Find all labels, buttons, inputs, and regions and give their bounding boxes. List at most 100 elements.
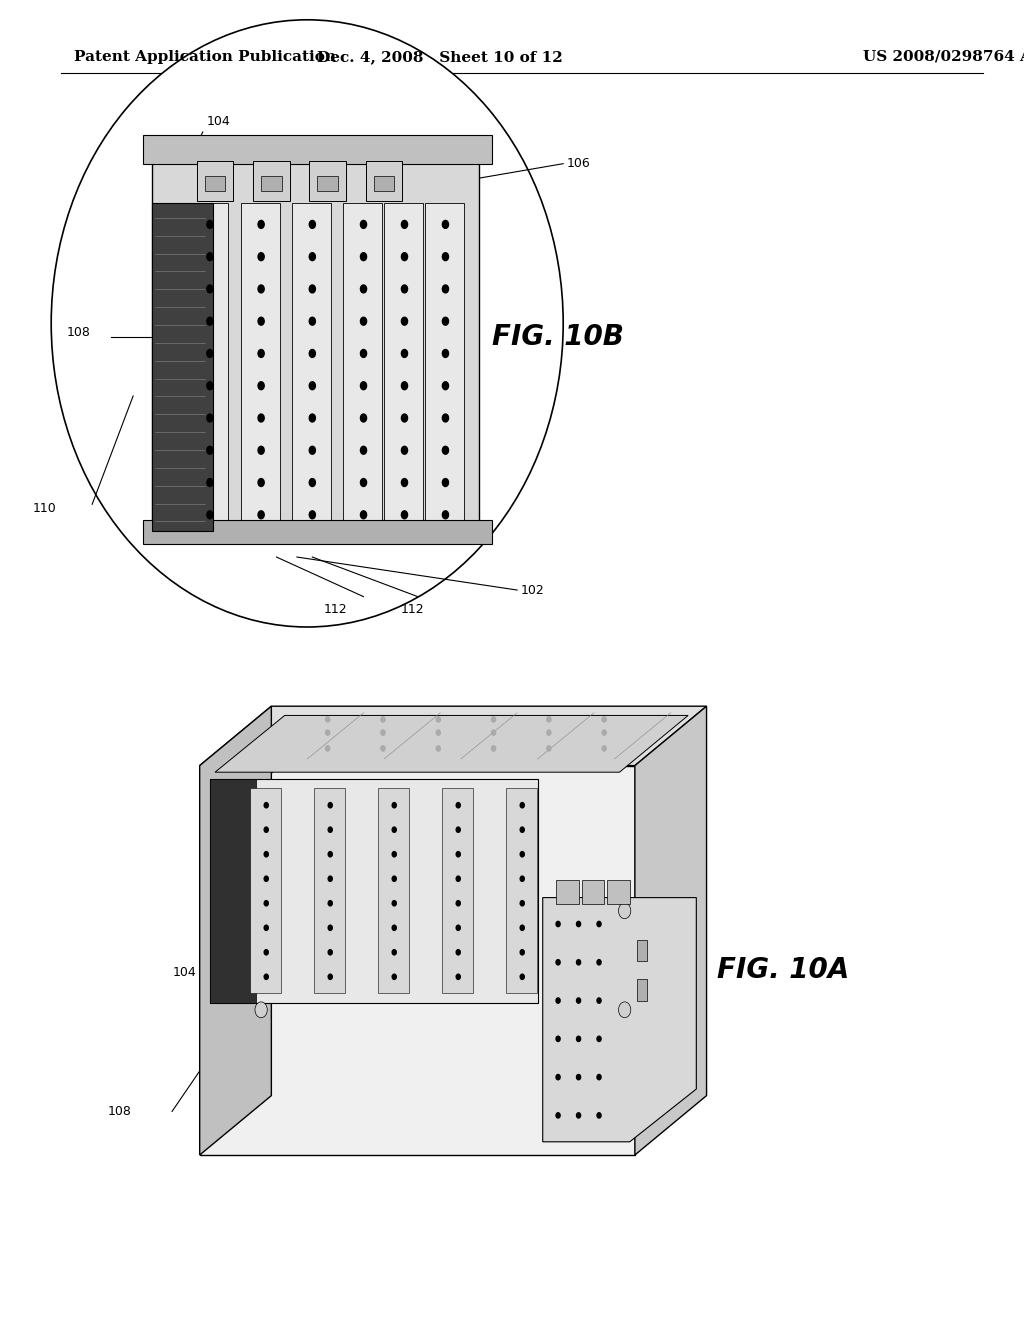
Circle shape [309, 414, 315, 422]
Circle shape [442, 479, 449, 487]
Circle shape [602, 746, 606, 751]
Circle shape [264, 876, 268, 882]
Circle shape [556, 921, 560, 927]
Polygon shape [215, 715, 688, 772]
Circle shape [457, 974, 461, 979]
Circle shape [618, 903, 631, 919]
Circle shape [207, 446, 213, 454]
Circle shape [381, 746, 385, 751]
Bar [506, 788, 537, 993]
Circle shape [520, 949, 524, 954]
Circle shape [328, 851, 332, 857]
Circle shape [207, 317, 213, 325]
Bar [210, 779, 538, 1003]
Polygon shape [200, 706, 707, 766]
Circle shape [401, 350, 408, 358]
Circle shape [457, 949, 461, 954]
Circle shape [255, 903, 267, 919]
Circle shape [264, 851, 268, 857]
Circle shape [258, 285, 264, 293]
Circle shape [392, 828, 396, 833]
Circle shape [381, 717, 385, 722]
Circle shape [207, 252, 213, 260]
Circle shape [401, 285, 408, 293]
Circle shape [326, 746, 330, 751]
Circle shape [309, 285, 315, 293]
Circle shape [597, 1036, 601, 1041]
Text: FIG. 10A: FIG. 10A [717, 956, 849, 985]
Bar [343, 203, 382, 531]
Circle shape [618, 1002, 631, 1018]
Circle shape [556, 960, 560, 965]
Circle shape [258, 252, 264, 260]
Circle shape [328, 974, 332, 979]
Text: 108: 108 [67, 326, 90, 339]
Circle shape [392, 949, 396, 954]
Bar [317, 176, 338, 191]
Circle shape [597, 1113, 601, 1118]
Circle shape [360, 414, 367, 422]
Circle shape [258, 511, 264, 519]
Circle shape [520, 925, 524, 931]
Circle shape [207, 350, 213, 358]
Circle shape [309, 220, 315, 228]
Bar [143, 520, 492, 544]
Circle shape [547, 730, 551, 735]
Text: 102: 102 [634, 1092, 657, 1105]
Circle shape [547, 717, 551, 722]
Circle shape [328, 876, 332, 882]
Bar [582, 880, 604, 904]
Text: 104: 104 [207, 115, 230, 128]
Circle shape [309, 511, 315, 519]
Circle shape [258, 381, 264, 389]
Circle shape [360, 511, 367, 519]
Circle shape [401, 479, 408, 487]
Circle shape [556, 1074, 560, 1080]
Circle shape [264, 828, 268, 833]
Bar [189, 203, 228, 531]
Circle shape [401, 511, 408, 519]
Circle shape [392, 925, 396, 931]
Circle shape [258, 479, 264, 487]
Bar [384, 203, 423, 531]
Circle shape [360, 220, 367, 228]
Circle shape [401, 381, 408, 389]
Circle shape [207, 220, 213, 228]
Text: Dec. 4, 2008   Sheet 10 of 12: Dec. 4, 2008 Sheet 10 of 12 [317, 50, 563, 63]
Circle shape [442, 220, 449, 228]
Circle shape [255, 1002, 267, 1018]
Polygon shape [635, 706, 707, 1155]
Circle shape [401, 446, 408, 454]
Circle shape [520, 974, 524, 979]
Circle shape [520, 803, 524, 808]
Circle shape [392, 876, 396, 882]
Circle shape [264, 949, 268, 954]
Circle shape [360, 317, 367, 325]
Bar [637, 940, 647, 961]
Bar [197, 161, 233, 201]
Circle shape [520, 876, 524, 882]
Circle shape [264, 803, 268, 808]
Bar [442, 788, 473, 993]
Circle shape [457, 900, 461, 906]
Circle shape [207, 414, 213, 422]
Bar [374, 176, 394, 191]
Bar [313, 788, 344, 993]
Circle shape [457, 803, 461, 808]
Circle shape [577, 1036, 581, 1041]
Circle shape [309, 252, 315, 260]
Circle shape [401, 317, 408, 325]
Circle shape [457, 851, 461, 857]
Polygon shape [200, 766, 635, 1155]
Circle shape [360, 479, 367, 487]
Circle shape [264, 925, 268, 931]
Circle shape [328, 803, 332, 808]
Circle shape [401, 220, 408, 228]
Bar [205, 176, 225, 191]
Circle shape [360, 381, 367, 389]
Circle shape [577, 1113, 581, 1118]
Circle shape [328, 949, 332, 954]
Circle shape [328, 900, 332, 906]
Bar [292, 203, 331, 531]
Text: 100: 100 [274, 779, 298, 792]
